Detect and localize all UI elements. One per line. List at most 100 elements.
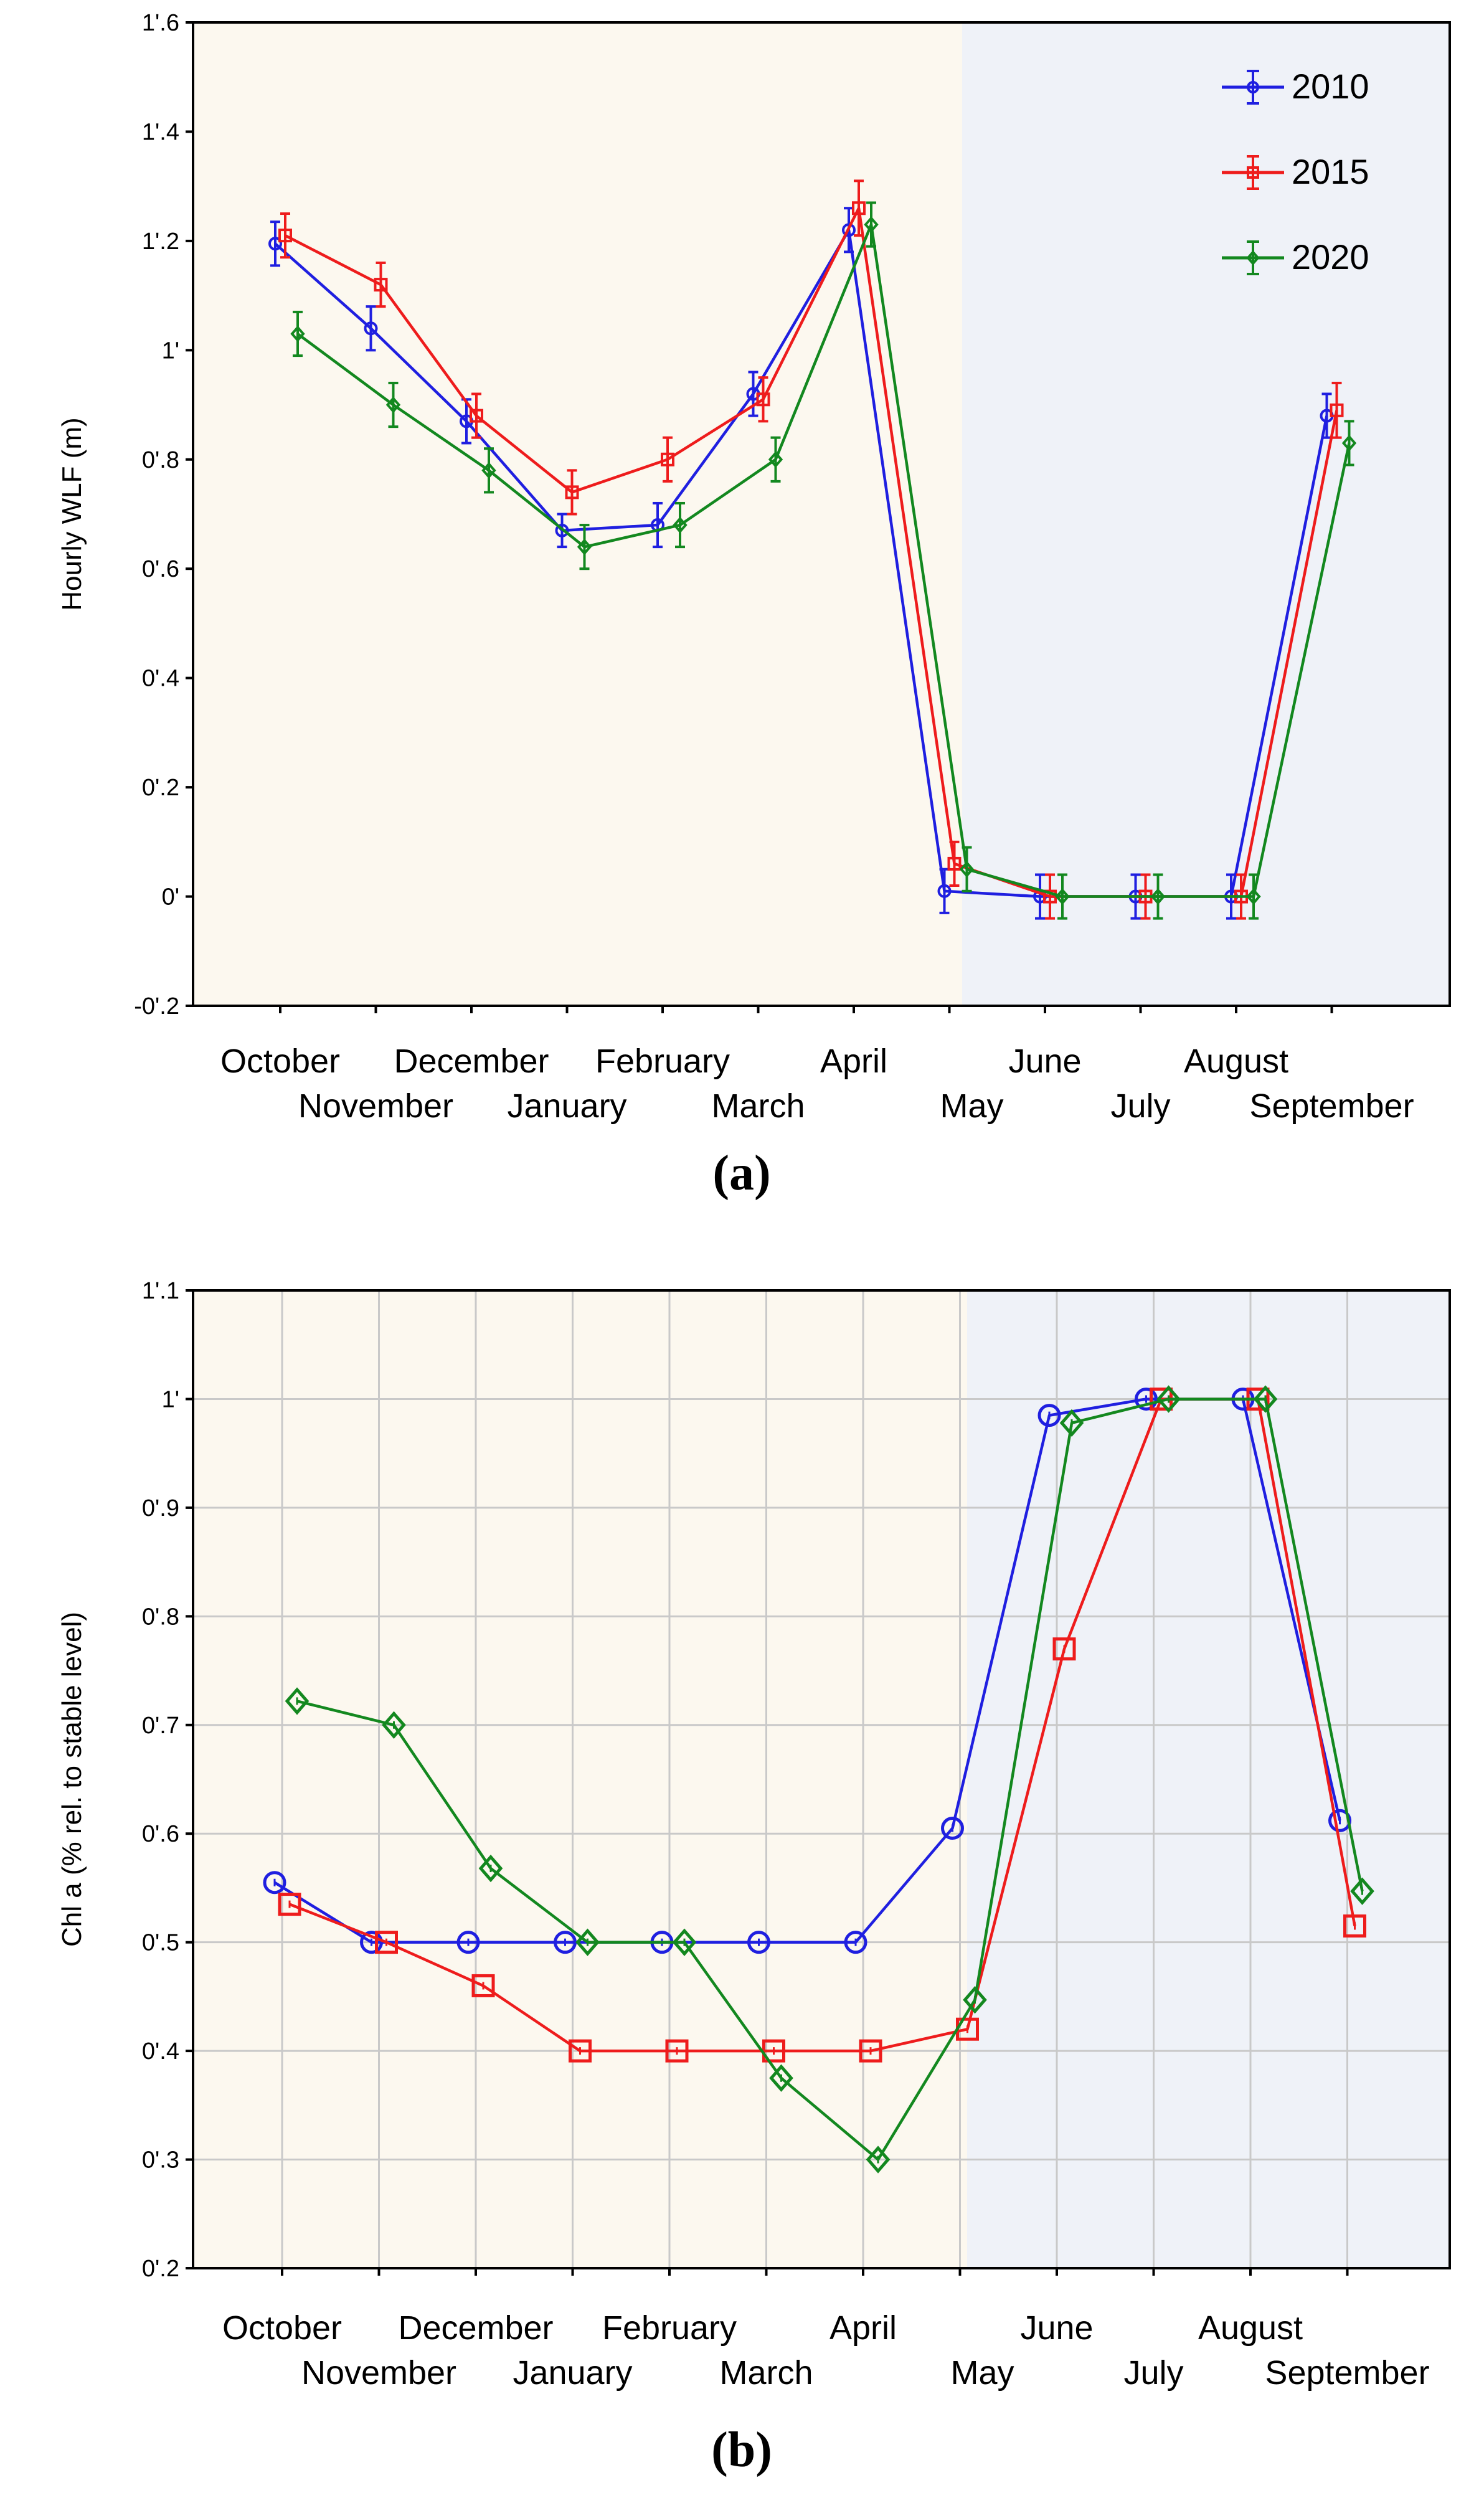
legend-marker-2010: [1247, 81, 1259, 93]
y-tick-label: 0'.9: [142, 1495, 179, 1521]
data-point-2010: [941, 1817, 964, 1840]
data-point-2020: [768, 451, 783, 468]
chart-b: 0'.2 0'.3 0'.4 0'.5 0'.6 0'.7 0'.8 0'.9 1' 1'.1 Oc…: [57, 1278, 1451, 2477]
y-tick-label: 1': [162, 338, 179, 364]
panel-label: (b): [711, 2423, 772, 2477]
data-point-2010: [555, 523, 569, 537]
x-tick-label: May: [950, 2354, 1014, 2392]
x-tick-label: December: [394, 1043, 549, 1080]
plot-frame: [192, 21, 1451, 1007]
y-axis-label: Chl a (% rel. to stable level): [57, 1612, 87, 1947]
x-tick-label: November: [298, 1087, 453, 1125]
data-point-2015: [1343, 1914, 1366, 1938]
data-point-2010: [554, 1931, 577, 1954]
data-point-2020: [1150, 888, 1166, 905]
data-point-2015: [756, 392, 770, 407]
x-tick-label: January: [507, 1087, 626, 1125]
data-point-2020: [1246, 888, 1261, 905]
x-tick-label: August: [1184, 1043, 1288, 1080]
y-tick-label: 0'.8: [142, 1604, 179, 1630]
data-point-2020: [1156, 1385, 1181, 1413]
y-tick-label: 0'.2: [142, 775, 179, 801]
panel-label: (a): [712, 1146, 770, 1201]
data-point-2010: [268, 237, 282, 251]
y-tick-label: 0'.4: [142, 666, 179, 692]
data-point-2015: [565, 485, 579, 499]
x-tick-label: April: [829, 2309, 897, 2347]
data-point-2020: [577, 538, 592, 556]
y-tick-label: 0'.5: [142, 1930, 179, 1956]
legend-marker-2020: [1246, 250, 1260, 266]
legend-box: [1201, 50, 1385, 311]
data-point-2020: [1341, 435, 1357, 452]
data-point-2010: [1135, 1387, 1158, 1411]
data-point-2020: [866, 2146, 891, 2174]
data-point-2020: [575, 1928, 600, 1956]
x-tick-label: October: [220, 1043, 340, 1080]
plot-background-left: [193, 22, 962, 1006]
x-tick-label: May: [940, 1087, 1003, 1125]
y-tick-label: -0'.2: [134, 993, 179, 1020]
data-point-2020: [1055, 888, 1070, 905]
legend-marker-2015: [1247, 166, 1259, 179]
y-tick-label: 1': [162, 1386, 179, 1412]
x-tick-label: July: [1110, 1087, 1170, 1125]
y-axis-label: Hourly WLF (m): [57, 417, 87, 610]
legend-label-2010: 2010: [1292, 67, 1369, 106]
data-point-2015: [471, 1974, 495, 1997]
y-tick-label: 0'.2: [142, 2256, 179, 2282]
x-tick-label: February: [602, 2309, 737, 2347]
y-tick-label: 1'.6: [142, 10, 179, 36]
data-point-2020: [478, 1854, 503, 1883]
data-point-2020: [1350, 1877, 1374, 1905]
data-point-2015: [278, 229, 292, 243]
y-tick-label: 0'.6: [142, 1821, 179, 1847]
data-point-2015: [375, 1931, 398, 1954]
data-point-2010: [1037, 1404, 1061, 1427]
y-tick-label: 0'.7: [142, 1713, 179, 1739]
data-point-2010: [844, 1931, 867, 1954]
data-point-2020: [769, 2064, 793, 2092]
data-point-2020: [959, 861, 975, 878]
chart-a: -0'.2 0' 0'.2 0'.4 0'.6 0'.8 1' 1'.2 1'.4 1'.6 Oct…: [57, 10, 1451, 1201]
y-tick-label: 0'.4: [142, 2038, 179, 2065]
x-tick-label: March: [711, 1087, 805, 1125]
x-tick-label: August: [1198, 2309, 1303, 2347]
data-point-2010: [456, 1931, 480, 1954]
data-point-2015: [947, 856, 962, 871]
data-point-2020: [1253, 1385, 1278, 1413]
data-point-2015: [665, 2039, 689, 2063]
y-tick-label: 0'.6: [142, 556, 179, 582]
y-tick-label: 0'.8: [142, 447, 179, 473]
data-point-2020: [963, 1985, 987, 2014]
data-point-2020: [672, 1928, 697, 1956]
y-tick-label: 1'.4: [142, 119, 179, 145]
x-tick-label: September: [1265, 2354, 1429, 2392]
x-tick-label: March: [719, 2354, 813, 2392]
x-tick-label: February: [595, 1043, 730, 1080]
series-line-2020: [296, 1398, 1364, 2161]
plot-background-right: [967, 1290, 1450, 2268]
data-point-2010: [1328, 1809, 1351, 1832]
series-line-2020: [296, 223, 1351, 898]
plot-background-left: [193, 1290, 967, 2268]
data-point-2015: [470, 409, 483, 423]
data-point-2010: [747, 1931, 770, 1954]
data-point-2015: [859, 2039, 882, 2063]
data-point-2015: [374, 278, 388, 292]
plot-frame: [192, 1289, 1451, 2269]
data-point-2015: [1052, 1637, 1076, 1661]
data-point-2020: [481, 461, 496, 479]
data-point-2010: [263, 1871, 286, 1895]
x-tick-label: November: [301, 2354, 456, 2392]
data-point-2020: [382, 1711, 406, 1739]
y-tick-label: 1'.1: [142, 1278, 179, 1304]
data-point-2020: [1059, 1409, 1084, 1437]
legend-label-2020: 2020: [1292, 237, 1369, 277]
x-tick-label: June: [1008, 1043, 1081, 1080]
data-point-2015: [278, 1893, 301, 1916]
x-tick-label: July: [1123, 2354, 1183, 2392]
x-tick-label: October: [222, 2309, 342, 2347]
legend-label-2015: 2015: [1292, 152, 1369, 191]
